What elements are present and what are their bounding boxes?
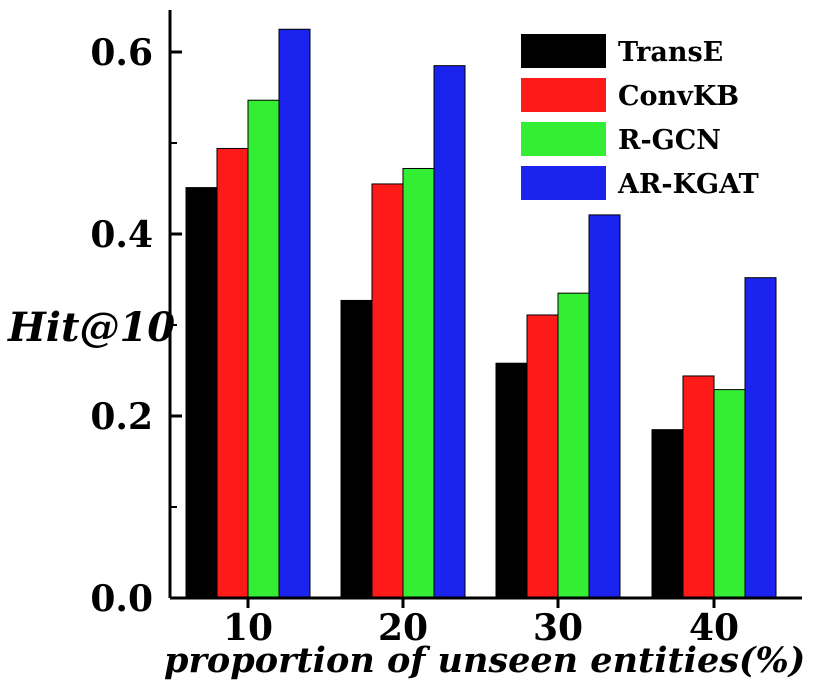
bar-transe-10 [185,187,218,599]
legend-label-ar-kgat: AR-KGAT [617,169,759,200]
bar-convkb-10 [216,147,249,599]
y-tick-label: 0.6 [90,32,153,74]
legend: TransE ConvKB R-GCN AR-KGAT [521,34,759,200]
y-tick-label: 0.0 [90,578,153,620]
bar-r-gcn-40 [713,389,746,599]
x-tick-label: 30 [533,607,583,649]
legend-label-transe: TransE [618,37,723,68]
bar-ar-kgat-20 [433,65,466,599]
x-tick-label: 10 [223,607,273,649]
axes-group [168,10,802,600]
legend-label-convkb: ConvKB [618,81,739,112]
legend-swatch-r-gcn [521,122,606,156]
legend-label-r-gcn: R-GCN [618,125,721,156]
y-axis-title: Hit@10 [7,304,175,351]
bar-r-gcn-10 [247,99,280,599]
legend-swatch-convkb [521,78,606,112]
bar-convkb-20 [371,183,404,599]
x-tick-label: 20 [378,607,428,649]
x-ticks-group: 10 20 30 40 [223,598,739,649]
bar-ar-kgat-10 [278,28,311,599]
bar-transe-20 [340,299,373,599]
bar-transe-30 [495,362,528,599]
y-tick-label: 0.2 [90,396,153,438]
bar-r-gcn-30 [557,292,590,599]
x-tick-label: 40 [689,607,739,649]
bar-ar-kgat-40 [744,277,777,599]
legend-swatch-transe [521,34,606,68]
bar-r-gcn-20 [402,167,435,599]
bar-transe-40 [651,429,684,599]
bar-convkb-30 [526,314,559,599]
bar-ar-kgat-30 [588,214,621,599]
x-axis-title: proportion of unseen entities(%) [164,640,805,681]
bar-convkb-40 [682,375,715,599]
y-ticks-group: 0.0 0.2 0.4 0.6 [90,32,182,620]
bars-group [185,28,777,599]
legend-swatch-ar-kgat [521,166,606,200]
y-tick-label: 0.4 [90,214,153,256]
